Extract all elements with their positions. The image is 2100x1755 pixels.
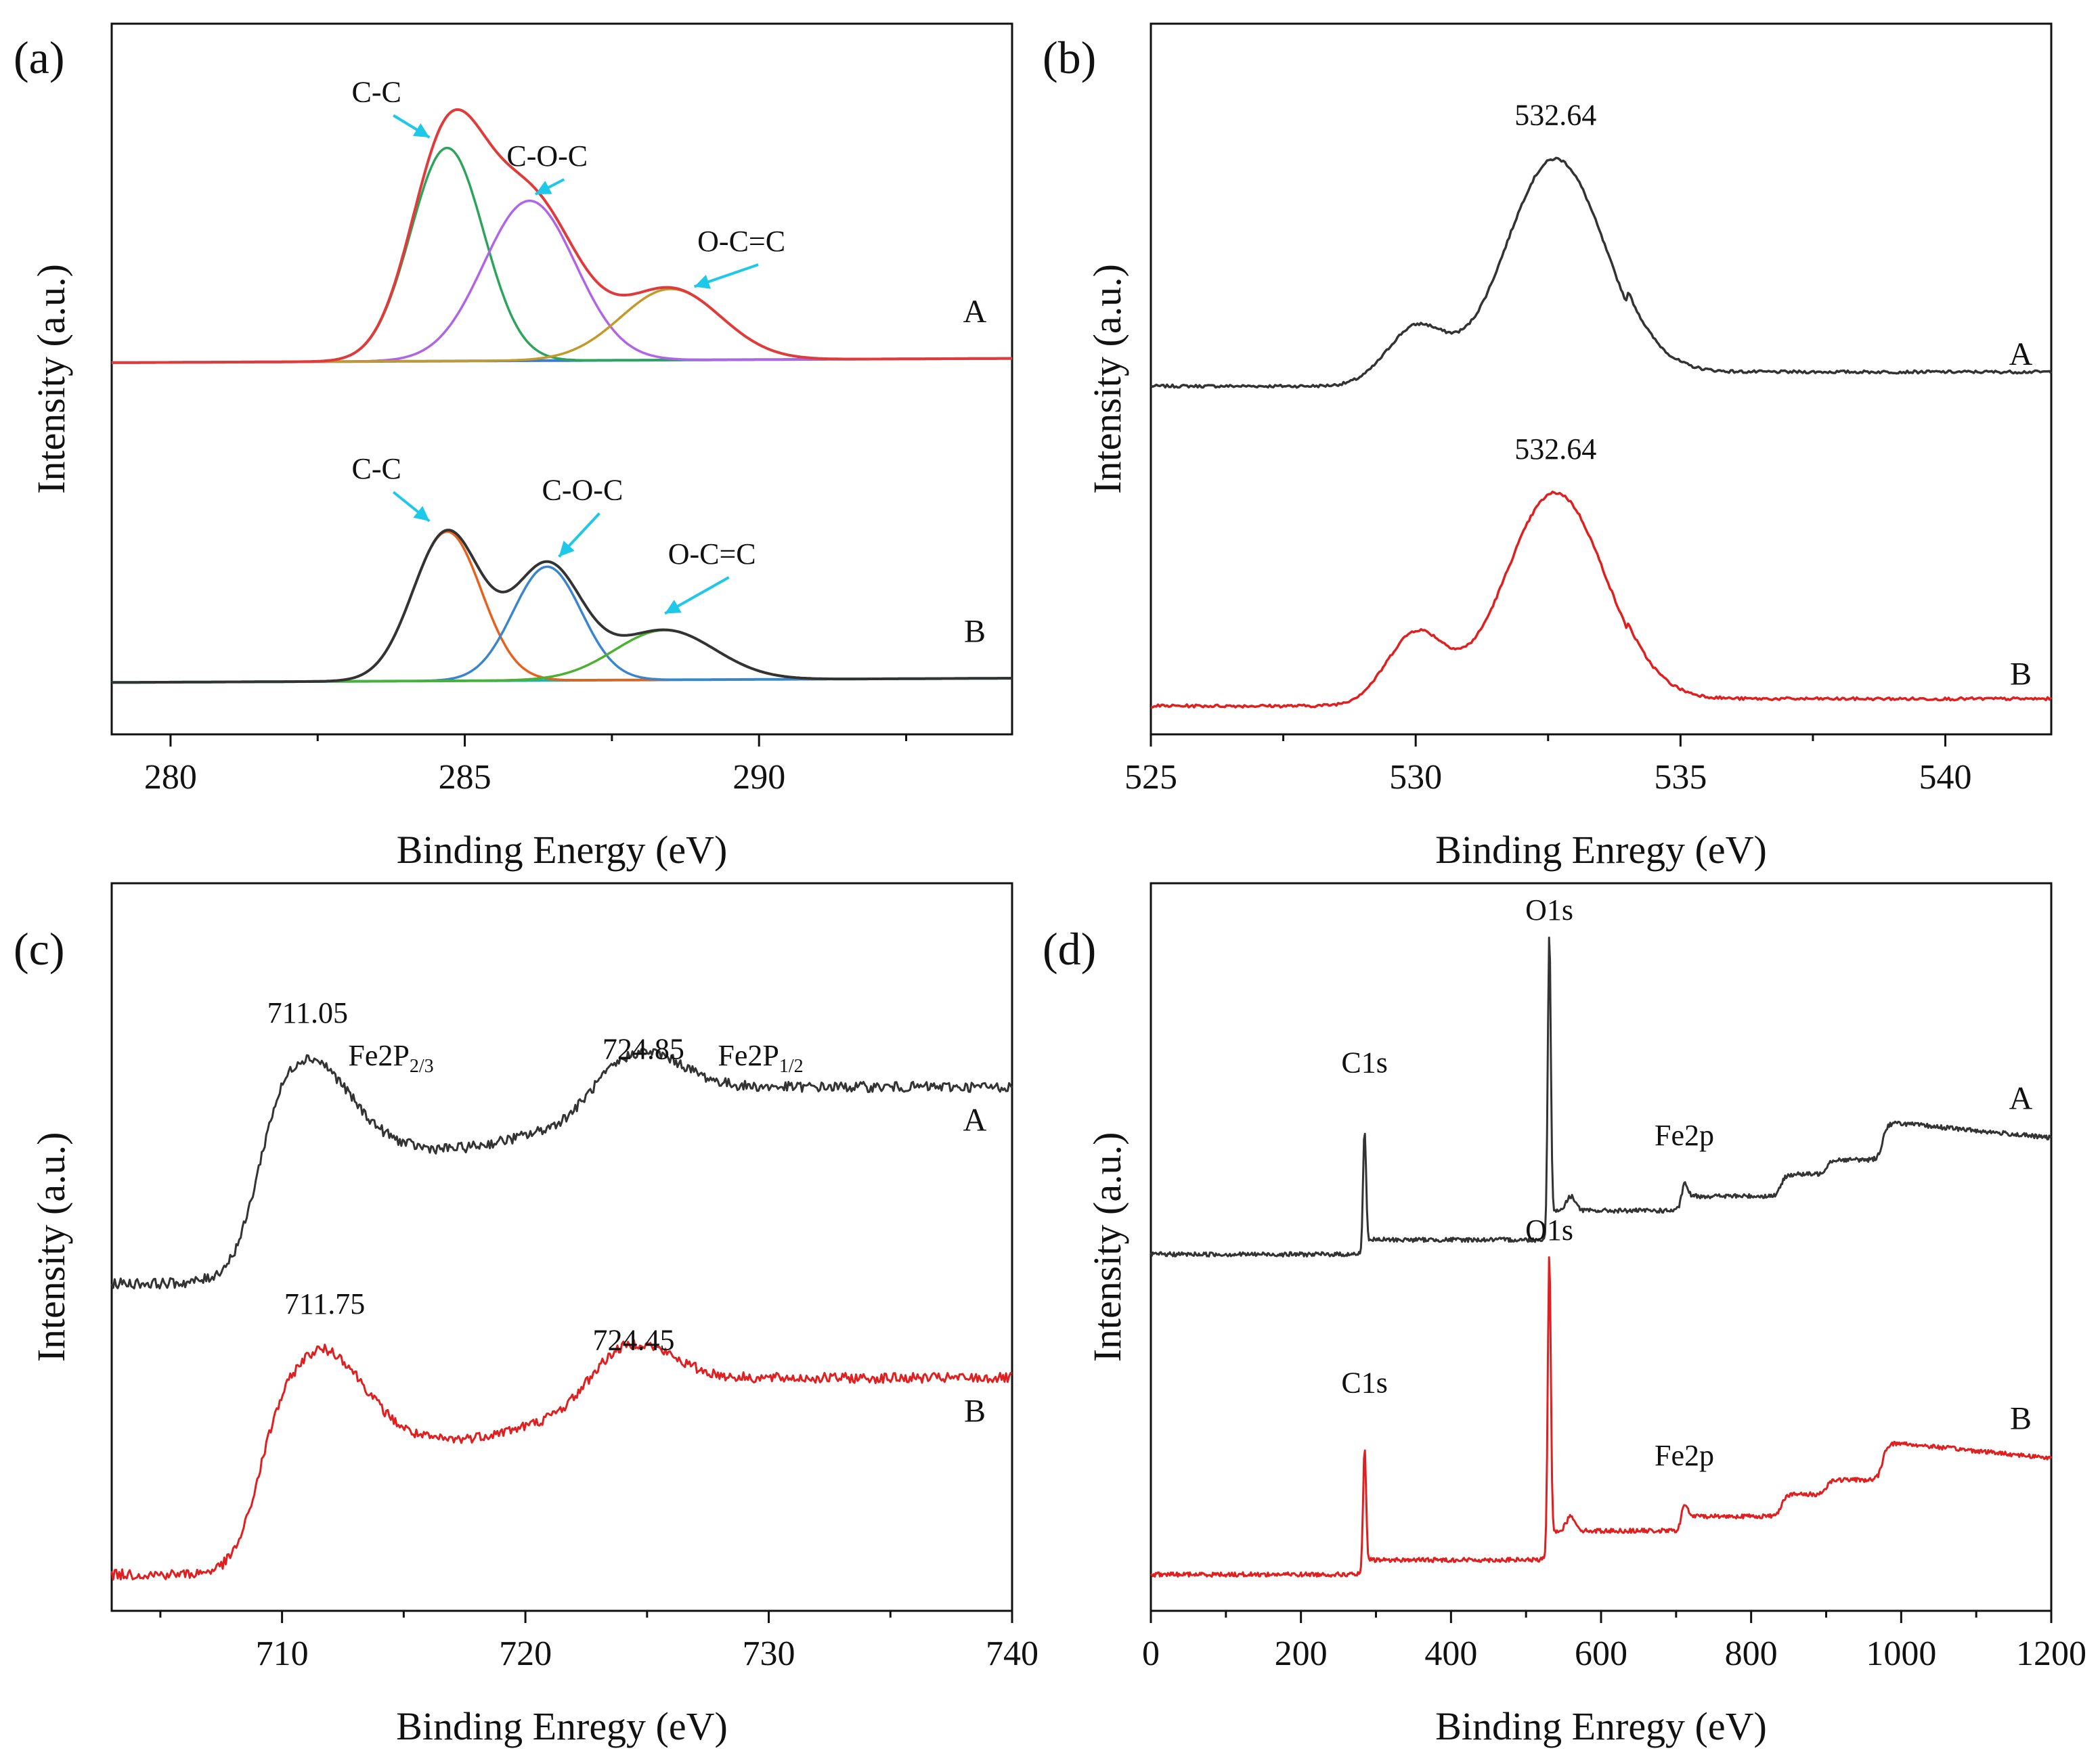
peak-value-label: 711.75 (284, 1287, 365, 1320)
peak-annotation: C-C (351, 452, 401, 485)
trace-A (1150, 156, 2053, 389)
trace-label-B: B (2010, 657, 2032, 692)
x-tick-label: 290 (732, 758, 785, 797)
trace-B-envelope (111, 529, 1013, 684)
x-tick-label: 530 (1389, 758, 1442, 797)
plot-frame (1150, 882, 2053, 1612)
peak-label-C1s: C1s (1341, 1046, 1387, 1080)
peak-value-label: 532.64 (1514, 99, 1596, 132)
panel-label: (a) (14, 32, 64, 83)
panel-d: 0 200 400 600 800 1000 1200 Binding Enregy (eV)… (1043, 882, 2086, 1748)
annotation-arrow-head (535, 181, 552, 194)
x-axis-title: Binding Enregy (eV) (1435, 1704, 1767, 1748)
trace-B (110, 1339, 1013, 1581)
x-tick-label: 1000 (1866, 1635, 1936, 1673)
x-tick-label: 285 (439, 758, 491, 797)
x-tick-label: 600 (1575, 1635, 1627, 1673)
plot-frame (110, 22, 1013, 736)
x-tick-label: 535 (1654, 758, 1707, 797)
y-axis-title: Intensity (a.u.) (29, 264, 73, 494)
panel-label: (d) (1043, 923, 1096, 975)
x-tick-label: 200 (1275, 1635, 1328, 1673)
fit-peak-B (111, 629, 1013, 684)
plot-frame (1150, 22, 2053, 736)
annotation-arrow-head (694, 274, 711, 289)
panel-b: 525 530 535 540 Binding Enregy (eV) Intensity… (1043, 22, 2053, 872)
x-tick-label: 0 (1142, 1635, 1160, 1673)
x-tick-label: 540 (1919, 758, 1972, 797)
x-axis-title: Binding Enregy (eV) (396, 1704, 728, 1748)
plot-frame (110, 882, 1013, 1612)
peak-term-subscript: 1/2 (779, 1056, 804, 1077)
trace-label-A: A (2009, 1080, 2033, 1116)
panel-c: 710 720 730 740 Binding Enregy (eV) Intensity… (14, 882, 1038, 1748)
x-tick-label: 400 (1424, 1635, 1477, 1673)
x-axis-title: Binding Energy (eV) (397, 828, 728, 872)
x-tick-label: 525 (1124, 758, 1177, 797)
trace-label-A: A (2009, 336, 2033, 372)
annotation-arrow-head (665, 600, 682, 614)
y-axis-title: Intensity (a.u.) (1085, 264, 1129, 494)
peak-value-label: 711.05 (267, 996, 348, 1029)
peak-term-subscript: 2/3 (410, 1056, 434, 1077)
x-tick-label: 710 (256, 1635, 309, 1673)
trace-A (110, 1047, 1013, 1290)
trace-A (1150, 936, 2053, 1258)
x-tick-label: 800 (1725, 1635, 1778, 1673)
trace-label-A: A (963, 294, 987, 330)
panel-label: (c) (14, 923, 64, 975)
annotation-arrow-head (412, 123, 430, 137)
peak-label-O1s: O1s (1525, 893, 1573, 927)
peak-annotation: O-C=C (697, 225, 785, 258)
trace-B (1150, 1256, 2053, 1578)
peak-annotation: C-O-C (506, 139, 588, 173)
peak-value-label: 532.64 (1514, 432, 1596, 466)
x-tick-label: 730 (743, 1635, 795, 1673)
trace-B (1150, 490, 2053, 709)
panel-label: (b) (1043, 32, 1096, 83)
trace-label-B: B (964, 1394, 986, 1429)
trace-label-B: B (2010, 1400, 2032, 1436)
peak-label-Fe2p: Fe2p (1655, 1119, 1714, 1152)
peak-term-label: Fe2P1/2 (718, 1039, 803, 1077)
peak-label-Fe2p: Fe2p (1655, 1439, 1714, 1472)
peak-annotation: C-O-C (542, 474, 624, 507)
y-axis-title: Intensity (a.u.) (1085, 1132, 1129, 1362)
x-axis-title: Binding Enregy (eV) (1435, 828, 1767, 872)
x-tick-label: 1200 (2016, 1635, 2086, 1673)
fit-peak-B (111, 565, 1013, 684)
peak-annotation: O-C=C (668, 537, 756, 571)
peak-value-label: 724.85 (603, 1033, 684, 1066)
trace-label-B: B (964, 614, 986, 650)
peak-value-label: 724.45 (593, 1324, 675, 1357)
peak-label-O1s: O1s (1525, 1214, 1573, 1247)
peak-annotation: C-C (351, 76, 401, 109)
annotation-arrow-head (413, 506, 430, 521)
x-tick-label: 280 (144, 758, 197, 797)
trace-label-A: A (963, 1103, 987, 1138)
x-tick-label: 720 (499, 1635, 552, 1673)
fit-peak-A (111, 288, 1013, 364)
y-axis-title: Intensity (a.u.) (29, 1132, 73, 1362)
trace-A-envelope (111, 108, 1013, 364)
peak-label-C1s: C1s (1341, 1367, 1387, 1400)
annotation-arrow-head (559, 540, 575, 557)
peak-term-label: Fe2P2/3 (348, 1039, 433, 1077)
x-tick-label: 740 (986, 1635, 1038, 1673)
